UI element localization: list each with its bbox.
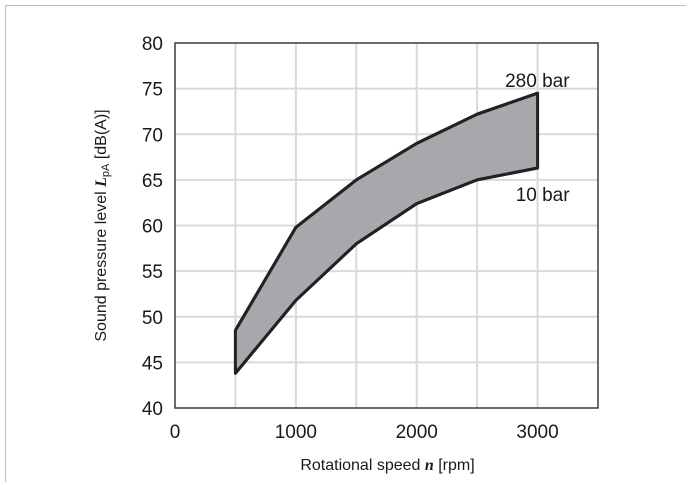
y-tick-label: 75 <box>142 80 163 101</box>
figure-frame <box>5 5 686 482</box>
y-axis-title: Sound pressure level LpA [dB(A)] <box>93 109 112 341</box>
x-axis-title-prefix: Rotational speed <box>300 457 425 474</box>
series-line-280-bar <box>234 91 539 332</box>
y-axis-subscript: pA <box>100 163 112 177</box>
x-tick-label: 1000 <box>275 422 317 443</box>
y-tick-label: 55 <box>142 262 163 283</box>
series-lines <box>234 91 539 375</box>
y-tick-label: 60 <box>142 217 163 238</box>
series-label-280-bar: 280 bar <box>505 71 570 92</box>
y-tick-label: 65 <box>142 171 163 192</box>
plot-border <box>174 42 599 409</box>
x-tick-label: 0 <box>170 422 181 443</box>
y-axis-title-prefix: Sound pressure level <box>93 187 110 342</box>
y-tick-label: 80 <box>142 34 163 55</box>
x-axis-title-suffix: [rpm] <box>434 457 475 474</box>
y-axis-title-suffix: [dB(A)] <box>93 109 110 163</box>
y-tick-label: 70 <box>142 125 163 146</box>
y-axis-symbol: L <box>93 177 110 188</box>
series-line-10-bar <box>234 166 538 375</box>
x-tick-label: 3000 <box>516 422 558 443</box>
x-axis-title: Rotational speed n [rpm] <box>300 457 474 474</box>
y-tick-label: 40 <box>142 399 163 420</box>
series-label-10-bar: 10 bar <box>516 185 571 206</box>
tick-labels: 0 1000 2000 3000 40 45 50 55 60 65 70 75 80 <box>142 34 559 443</box>
x-tick-label: 2000 <box>396 422 438 443</box>
y-tick-label: 50 <box>142 308 163 329</box>
y-tick-label: 45 <box>142 353 163 374</box>
x-axis-symbol: n <box>425 457 434 474</box>
